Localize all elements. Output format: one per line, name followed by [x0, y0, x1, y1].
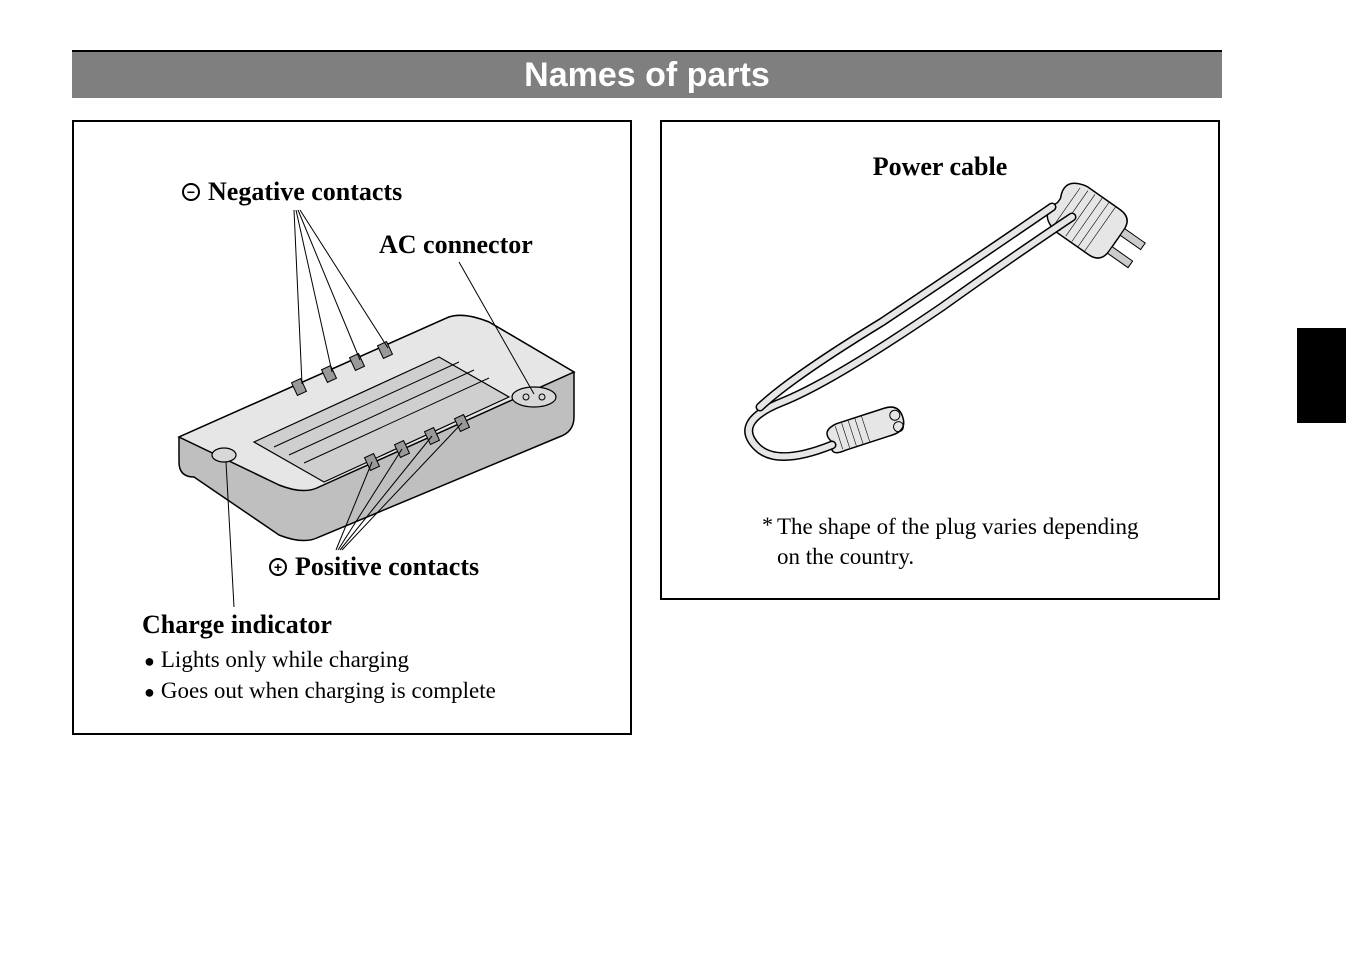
page-title: Names of parts [524, 56, 770, 95]
header-band: Names of parts [72, 50, 1222, 98]
bullet-text-1: Lights only while charging [161, 644, 409, 675]
bullet-icon: ● [144, 649, 155, 673]
bullet-item: ● Lights only while charging [144, 644, 496, 675]
bullet-item: ● Goes out when charging is complete [144, 675, 496, 706]
charger-illustration [169, 277, 589, 577]
asterisk-icon: * [762, 512, 773, 538]
panel-charger: − Negative contacts AC connector + Posit… [72, 120, 632, 735]
ac-connector-label: AC connector [379, 230, 533, 260]
side-tab [1297, 328, 1346, 423]
panel-cable: Power cable [660, 120, 1220, 600]
minus-icon: − [182, 183, 200, 201]
charge-indicator-label: Charge indicator [142, 610, 332, 640]
charge-indicator-bullets: ● Lights only while charging ● Goes out … [144, 644, 496, 706]
negative-contacts-label: − Negative contacts [182, 177, 402, 207]
cable-illustration [712, 167, 1162, 497]
bullet-text-2: Goes out when charging is complete [161, 675, 496, 706]
bullet-icon: ● [144, 680, 155, 704]
negative-contacts-text: Negative contacts [208, 177, 402, 207]
plug-shape-note: The shape of the plug varies depending o… [777, 512, 1147, 572]
